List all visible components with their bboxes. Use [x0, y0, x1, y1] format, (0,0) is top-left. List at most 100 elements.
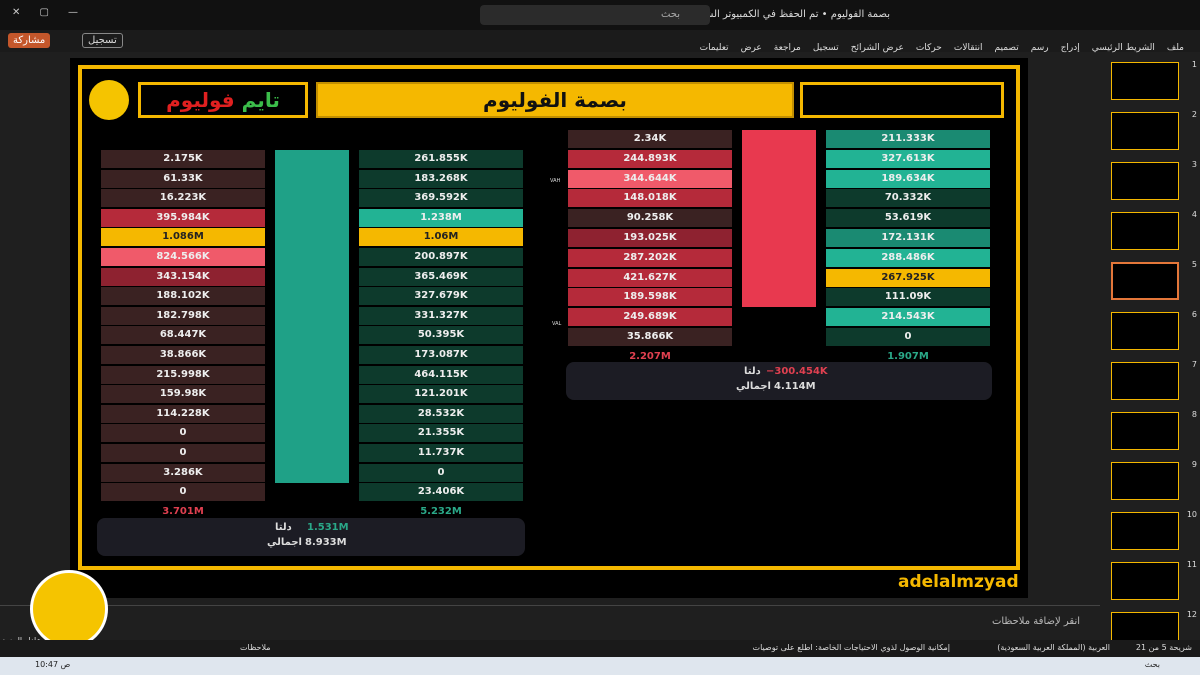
window-title: بصمة الفوليوم • تم الحفظ في الكمبيوتر ال… — [665, 9, 890, 20]
sell-volume: 2.175K — [101, 150, 265, 168]
title-bar: بصمة الفوليوم • تم الحفظ في الكمبيوتر ال… — [0, 0, 1200, 30]
summary-box: 1.531M دلتا 8.933M اجمالي — [97, 518, 525, 556]
status-slide: شريحة 5 من 21 — [1135, 643, 1192, 652]
ribbon-tab[interactable]: عرض الشرائح — [850, 43, 904, 53]
buy-volume: 1.238M — [359, 208, 523, 227]
thumbnail-number: 9 — [1191, 460, 1197, 469]
thumbnail[interactable] — [1111, 412, 1179, 450]
ribbon-tab[interactable]: إدراج — [1060, 43, 1080, 53]
total-label: اجمالي — [267, 537, 302, 548]
buy-total: 1.907M — [887, 350, 929, 362]
buy-volume: 70.332K — [826, 189, 990, 208]
thumbnail[interactable] — [1111, 362, 1179, 400]
ribbon-tab[interactable]: رسم — [1030, 43, 1049, 53]
sell-volume: 0 — [101, 483, 265, 502]
delta-value: 1.531M — [307, 522, 349, 533]
candle-body — [742, 130, 816, 307]
buy-volume: 0 — [359, 463, 523, 482]
buy-volume: 288.486K — [826, 248, 990, 267]
ribbon-tab[interactable]: الشريط الرئيسي — [1091, 43, 1155, 53]
sell-volume: 188.102K — [101, 287, 265, 306]
thumbnail[interactable] — [1111, 462, 1179, 500]
buy-volume: 261.855K — [359, 150, 523, 168]
thumbnail[interactable] — [1111, 312, 1179, 350]
status-accessibility[interactable]: إمكانية الوصول لذوي الاحتياجات الخاصة: ا… — [752, 643, 950, 652]
sell-volume: 824.566K — [101, 248, 265, 266]
search-box[interactable]: بحث — [480, 5, 710, 25]
summary-box: −300.454K دلتا 4.114M اجمالي — [566, 362, 992, 400]
thumbnail-number: 6 — [1191, 310, 1197, 319]
record-button[interactable]: تسجيل — [82, 33, 123, 48]
buy-volume: 21.355K — [359, 424, 523, 443]
buy-volume: 0 — [826, 328, 990, 346]
avatar — [89, 80, 129, 120]
thumbnail-number: 2 — [1191, 110, 1197, 119]
delta-label: دلتا — [275, 522, 292, 533]
thumbnail[interactable] — [1111, 512, 1179, 550]
webcam — [30, 570, 108, 648]
sell-volume: 344.644K — [568, 169, 732, 188]
buy-volume: 173.087K — [359, 346, 523, 364]
thumbnail-number: 1 — [1191, 60, 1197, 69]
vah-label: VAH — [550, 178, 561, 184]
buy-volume: 327.679K — [359, 287, 523, 306]
sell-volume: 3.286K — [101, 463, 265, 482]
notes-placeholder[interactable]: انقر لإضافة ملاحظات — [991, 616, 1080, 627]
sell-volume: 343.154K — [101, 267, 265, 286]
taskbar-search[interactable]: بحث — [1144, 660, 1160, 669]
slide: تايم فوليوم بصمة الفوليوم 1.531M دلتا 8.93… — [70, 58, 1028, 598]
buy-volume: 214.543K — [826, 308, 990, 327]
window-controls[interactable]: ✕ ▢ — — [12, 7, 78, 18]
sell-volume: 0 — [101, 444, 265, 462]
sell-volume: 16.223K — [101, 189, 265, 208]
buy-volume: 23.406K — [359, 483, 523, 502]
status-language: العربية (المملكة العربية السعودية) — [997, 643, 1110, 652]
buy-volume: 11.737K — [359, 444, 523, 462]
buy-volume: 211.333K — [826, 130, 990, 148]
sell-volume: 215.998K — [101, 365, 265, 384]
thumbnail[interactable] — [1111, 212, 1179, 250]
delta-label: دلتا — [744, 366, 761, 377]
ribbon-tab[interactable]: انتقالات — [953, 43, 983, 53]
ribbon-tab[interactable]: مراجعة — [773, 43, 801, 53]
sell-volume: 68.447K — [101, 326, 265, 345]
buy-volume: 267.925K — [826, 268, 990, 287]
logo: تايم فوليوم — [138, 82, 308, 118]
sell-volume: 182.798K — [101, 306, 265, 325]
delta-value: −300.454K — [766, 366, 828, 377]
sell-volume: 244.893K — [568, 149, 732, 168]
sell-total: 2.207M — [629, 350, 671, 362]
thumbnail[interactable] — [1111, 262, 1179, 300]
footer: adelalmzyad — [898, 572, 1019, 592]
status-bar: شريحة 5 من 21 العربية (المملكة العربية ا… — [0, 640, 1200, 657]
share-button[interactable]: مشاركة — [8, 33, 51, 48]
sell-volume: 249.689K — [568, 308, 732, 327]
buy-volume: 327.613K — [826, 149, 990, 168]
logo-word: فوليوم — [166, 88, 235, 112]
thumbnail[interactable] — [1111, 162, 1179, 200]
buy-volume: 50.395K — [359, 326, 523, 345]
status-notes[interactable]: ملاحظات — [240, 643, 271, 652]
total-value: 8.933M — [305, 537, 347, 548]
ribbon: ملف الشريط الرئيسي إدراج رسم تصميم انتقالات حر… — [0, 30, 1200, 53]
ribbon-tab[interactable]: ملف — [1166, 43, 1184, 53]
ribbon-tab[interactable]: حركات — [915, 43, 942, 53]
thumbnail[interactable] — [1111, 562, 1179, 600]
ribbon-tab[interactable]: تصميم — [994, 43, 1019, 53]
thumbnail[interactable] — [1111, 112, 1179, 150]
ribbon-tab[interactable]: تسجيل — [812, 43, 839, 53]
buy-total: 5.232M — [420, 505, 462, 517]
ribbon-tab[interactable]: تعليمات — [699, 43, 729, 53]
ribbon-tab[interactable]: عرض — [740, 43, 762, 53]
clock: 10:47 ص — [35, 660, 71, 669]
sell-volume: 114.228K — [101, 404, 265, 423]
sell-volume: 148.018K — [568, 189, 732, 208]
sell-volume: 189.598K — [568, 288, 732, 307]
sell-volume: 1.086M — [101, 228, 265, 247]
buy-volume: 200.897K — [359, 248, 523, 266]
thumbnail[interactable] — [1111, 62, 1179, 100]
title-box — [800, 82, 1004, 118]
sell-volume: 287.202K — [568, 248, 732, 267]
buy-volume: 53.619K — [826, 209, 990, 228]
